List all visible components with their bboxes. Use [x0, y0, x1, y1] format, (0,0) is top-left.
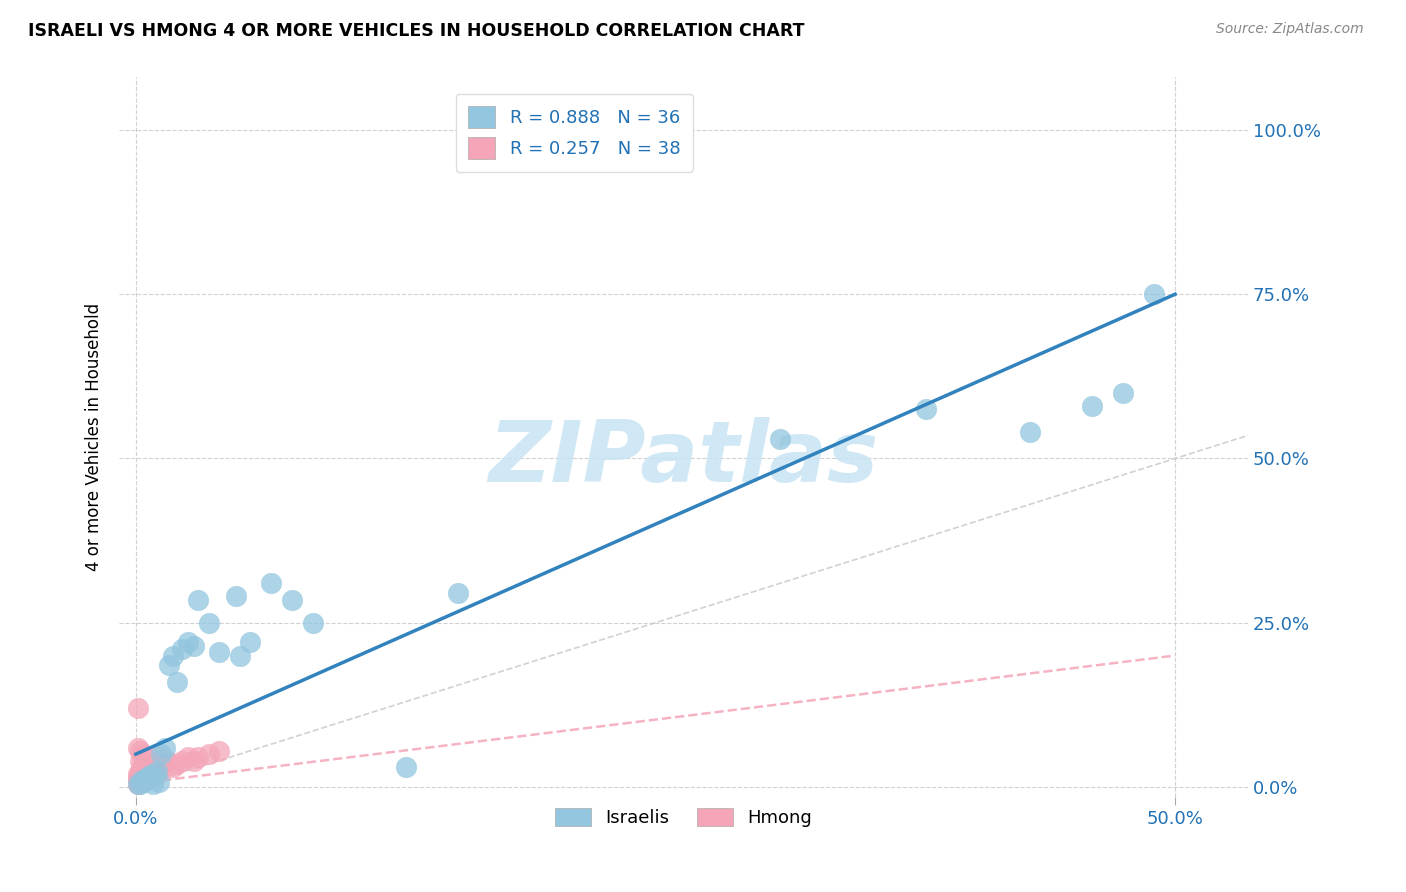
Point: [148, 760, 170, 774]
Point: [197, 615, 219, 630]
Point: [156, 754, 179, 768]
Point: [229, 648, 252, 663]
Point: [138, 760, 160, 774]
Point: [134, 770, 156, 784]
Point: [127, 770, 149, 784]
Point: [131, 773, 153, 788]
Point: [1081, 399, 1104, 413]
Point: [143, 766, 166, 780]
Point: [131, 760, 153, 774]
Point: [148, 774, 170, 789]
Point: [152, 756, 174, 771]
Point: [183, 639, 205, 653]
Point: [166, 674, 188, 689]
Point: [208, 645, 231, 659]
Point: [260, 576, 283, 591]
Point: [395, 760, 418, 774]
Point: [187, 592, 209, 607]
Point: [127, 766, 149, 780]
Text: ISRAELI VS HMONG 4 OR MORE VEHICLES IN HOUSEHOLD CORRELATION CHART: ISRAELI VS HMONG 4 OR MORE VEHICLES IN H…: [28, 22, 804, 40]
Point: [149, 764, 172, 778]
Point: [131, 747, 153, 761]
Point: [447, 586, 470, 600]
Point: [187, 750, 209, 764]
Point: [129, 754, 152, 768]
Point: [129, 744, 152, 758]
Point: [127, 701, 149, 715]
Point: [139, 766, 162, 780]
Point: [145, 766, 167, 780]
Point: [134, 774, 156, 789]
Point: [1018, 425, 1040, 440]
Point: [141, 777, 163, 791]
Point: [127, 777, 149, 791]
Point: [131, 773, 153, 788]
Point: [138, 770, 160, 784]
Point: [301, 615, 323, 630]
Point: [157, 658, 180, 673]
Point: [183, 754, 205, 768]
Point: [145, 764, 167, 778]
Point: [197, 747, 219, 761]
Point: [162, 648, 184, 663]
Point: [1143, 287, 1166, 301]
Point: [145, 750, 167, 764]
Point: [139, 768, 162, 782]
Point: [177, 750, 200, 764]
Point: [138, 770, 160, 784]
Point: [135, 773, 157, 788]
Point: [281, 592, 304, 607]
Point: [129, 764, 152, 778]
Point: [135, 772, 157, 786]
Point: [143, 760, 166, 774]
Point: [208, 744, 231, 758]
Point: [149, 747, 172, 761]
Point: [177, 635, 200, 649]
Point: [153, 740, 176, 755]
Point: [135, 754, 157, 768]
Point: [1112, 385, 1135, 400]
Point: [129, 777, 152, 791]
Point: [162, 760, 184, 774]
Point: [914, 402, 936, 417]
Point: [170, 642, 193, 657]
Point: [127, 740, 149, 755]
Point: [225, 590, 247, 604]
Point: [139, 754, 162, 768]
Y-axis label: 4 or more Vehicles in Household: 4 or more Vehicles in Household: [86, 303, 103, 571]
Point: [135, 766, 157, 780]
Point: [769, 432, 792, 446]
Point: [129, 774, 152, 789]
Point: [239, 635, 262, 649]
Point: [127, 773, 149, 788]
Point: [134, 756, 156, 771]
Point: [127, 777, 149, 791]
Point: [166, 756, 188, 771]
Point: [141, 764, 163, 778]
Legend: Israelis, Hmong: Israelis, Hmong: [548, 801, 820, 835]
Text: Source: ZipAtlas.com: Source: ZipAtlas.com: [1216, 22, 1364, 37]
Point: [170, 754, 193, 768]
Text: ZIPatlas: ZIPatlas: [488, 417, 879, 500]
